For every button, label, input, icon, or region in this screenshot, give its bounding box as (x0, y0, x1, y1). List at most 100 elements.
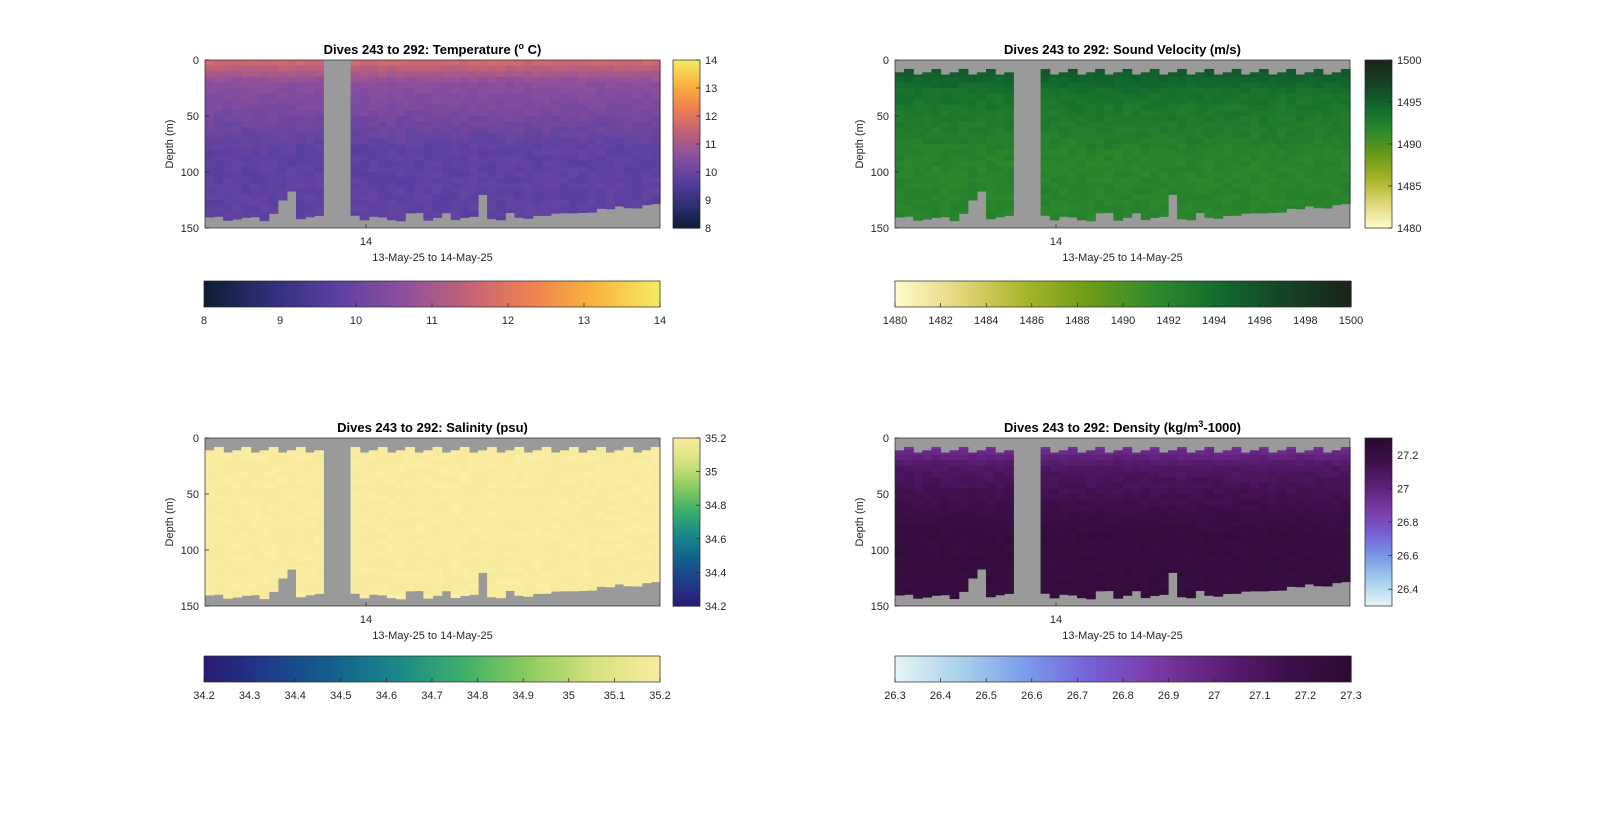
heatmap-cell (1040, 550, 1051, 557)
colorbar-swatch (1365, 68, 1392, 72)
heatmap-cell (1004, 544, 1014, 551)
heatmap-cell (623, 460, 634, 467)
heatmap-cell (296, 583, 306, 590)
heatmap-cell (405, 177, 415, 184)
heatmap-cell (578, 160, 588, 167)
heatmap-cell (268, 104, 279, 111)
heatmap-cell (931, 68, 942, 72)
heatmap-cell (268, 71, 279, 78)
heatmap-cell (1268, 200, 1278, 207)
heatmap-cell (1086, 127, 1096, 134)
colorbar-swatch (508, 281, 513, 307)
colorbar-swatch (1229, 281, 1234, 307)
heatmap-cell (641, 544, 652, 551)
heatmap-cell (922, 578, 932, 585)
colorbar-swatch (1001, 281, 1006, 307)
heatmap-cell (650, 65, 661, 72)
heatmap-cell (259, 110, 270, 117)
heatmap-cell (296, 578, 306, 585)
heatmap-cell (541, 132, 552, 139)
heatmap-cell (314, 183, 324, 190)
heatmap-cell (1177, 104, 1187, 111)
heatmap-cell (904, 93, 914, 100)
heatmap-cell (587, 482, 597, 489)
heatmap-cell (286, 88, 297, 95)
heatmap-cell (632, 166, 643, 173)
heatmap-cell (459, 149, 470, 156)
heatmap-cell (1095, 127, 1105, 134)
heatmap-cell (1086, 555, 1096, 562)
heatmap-cell (441, 482, 452, 489)
colorbar-swatch (633, 281, 638, 307)
heatmap-cell (986, 160, 996, 167)
heatmap-cell (396, 594, 406, 600)
heatmap-cell (305, 211, 315, 218)
heatmap-cell (541, 510, 552, 517)
heatmap-cell (468, 522, 479, 529)
heatmap-cell (250, 555, 261, 562)
colorbar-tick-label: 1486 (1020, 315, 1044, 327)
heatmap-cell (904, 499, 914, 506)
heatmap-cell (1177, 132, 1187, 139)
heatmap-cell (940, 166, 951, 173)
heatmap-cell (405, 166, 415, 173)
heatmap-cell (1086, 477, 1096, 484)
heatmap-cell (1149, 127, 1160, 134)
heatmap-cell (496, 82, 506, 89)
heatmap-cell (487, 160, 497, 167)
heatmap-cell (569, 65, 579, 72)
heatmap-cell (1304, 76, 1315, 83)
heatmap-cell (1322, 200, 1333, 207)
heatmap-cell (405, 561, 415, 568)
colorbar-swatch (614, 281, 619, 307)
heatmap-cell (432, 561, 443, 568)
heatmap-cell (596, 454, 606, 461)
heatmap-cell (931, 160, 942, 167)
heatmap-cell (205, 110, 215, 117)
heatmap-cell (1222, 211, 1233, 216)
heatmap-cell (459, 65, 470, 72)
heatmap-cell (1259, 71, 1269, 78)
heatmap-cell (995, 211, 1005, 218)
colorbar-swatch (1365, 121, 1392, 125)
heatmap-cell (578, 188, 588, 195)
heatmap-cell (223, 460, 233, 467)
colorbar-swatch (538, 281, 543, 307)
heatmap-cell (995, 99, 1005, 106)
colorbar-tick-label: 34.8 (467, 690, 488, 702)
heatmap-cell (305, 544, 315, 551)
heatmap-cell (559, 60, 570, 67)
heatmap-cell (958, 138, 969, 145)
heatmap-cell (596, 205, 606, 209)
heatmap-cell (1122, 88, 1133, 95)
y-tick-label: 150 (181, 223, 199, 235)
heatmap-cell (1313, 132, 1324, 139)
heatmap-cell (1268, 104, 1278, 111)
heatmap-cell (1140, 116, 1151, 123)
heatmap-cell (314, 527, 324, 534)
heatmap-cell (1222, 172, 1233, 179)
colorbar-swatch (1164, 281, 1170, 307)
heatmap-cell (995, 572, 1005, 579)
colorbar-swatch (295, 281, 300, 307)
heatmap-cell (277, 488, 288, 495)
heatmap-cell (1249, 160, 1260, 167)
heatmap-cell (523, 155, 534, 162)
heatmap-cell (569, 104, 579, 111)
heatmap-cell (296, 65, 306, 72)
heatmap-cell (450, 522, 461, 529)
heatmap-cell (368, 155, 379, 162)
heatmap-cell (405, 516, 415, 523)
colorbar-swatch (637, 656, 642, 682)
heatmap-cell (623, 76, 634, 83)
heatmap-cell (1040, 578, 1051, 585)
colorbar-swatch (614, 656, 619, 682)
heatmap-cell (377, 572, 388, 579)
heatmap-cell (1340, 194, 1351, 201)
heatmap-cell (1259, 132, 1269, 139)
heatmap-cell (441, 116, 452, 123)
heatmap-cell (368, 454, 379, 461)
heatmap-cell (1158, 121, 1169, 128)
heatmap-cell (396, 166, 406, 173)
